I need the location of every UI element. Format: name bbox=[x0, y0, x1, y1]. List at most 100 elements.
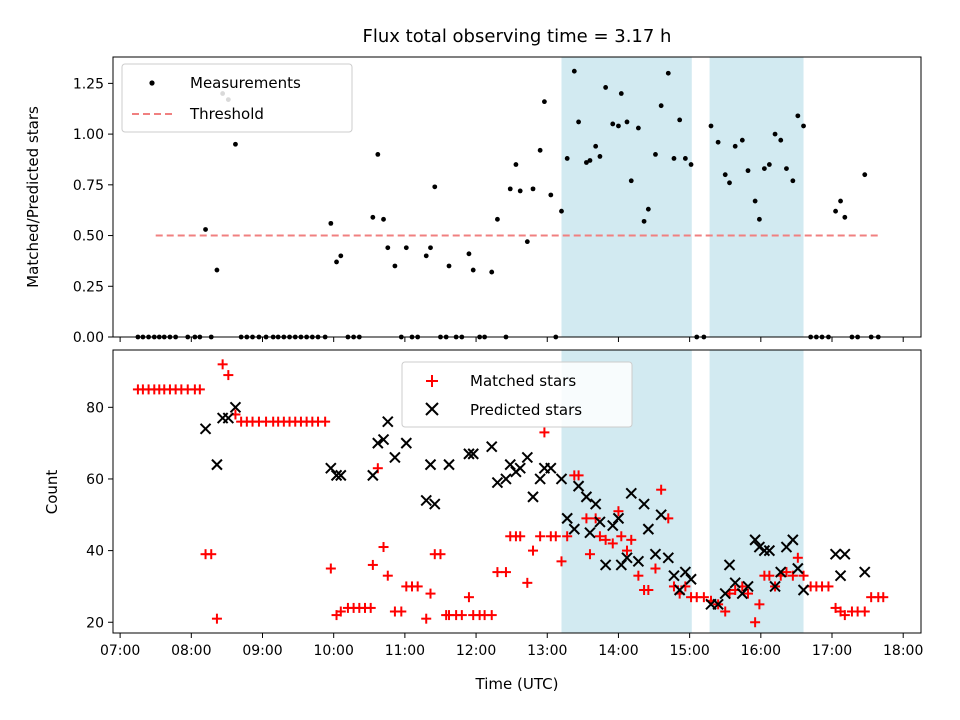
top-y-tick-label: 0.75 bbox=[73, 178, 104, 194]
measurement-point bbox=[784, 166, 789, 171]
measurement-point bbox=[682, 156, 688, 161]
measurement-point bbox=[370, 214, 376, 220]
measurement-point bbox=[628, 178, 634, 184]
measurement-point bbox=[772, 131, 778, 137]
predicted-stars-point bbox=[568, 523, 581, 535]
matched-stars-point bbox=[798, 570, 809, 581]
bottom-x-tick-label: 18:00 bbox=[883, 643, 923, 659]
predicted-stars-point bbox=[527, 491, 539, 503]
matched-stars-point bbox=[750, 617, 761, 628]
bottom-x-tick-label: 17:00 bbox=[812, 643, 852, 659]
measurement-point bbox=[842, 214, 848, 220]
predicted-stars-point bbox=[424, 458, 437, 471]
predicted-stars-point bbox=[555, 473, 568, 485]
legend-matched-stars-label: Matched stars bbox=[470, 372, 576, 390]
legend-measurements-label: Measurements bbox=[190, 74, 301, 92]
measurement-point bbox=[548, 192, 554, 198]
matched-stars-point bbox=[456, 610, 467, 621]
matched-stars-point bbox=[425, 588, 436, 599]
measurement-point bbox=[635, 125, 641, 131]
predicted-stars-point bbox=[372, 437, 384, 449]
top-y-axis: 0.00 0.25 0.50 0.75 1.00 1.25 bbox=[73, 76, 113, 346]
predicted-stars-point bbox=[612, 512, 625, 525]
bottom-y-tick-label: 20 bbox=[86, 615, 104, 631]
matched-stars-point bbox=[492, 567, 503, 578]
matched-stars-point bbox=[412, 581, 423, 592]
measurement-point bbox=[658, 103, 664, 109]
measurement-point bbox=[587, 158, 593, 163]
bottom-x-tick-label: 08:00 bbox=[171, 643, 211, 659]
matched-stars-point bbox=[754, 599, 765, 610]
top-shaded-window-1 bbox=[709, 57, 804, 337]
matched-stars-point bbox=[435, 549, 446, 560]
predicted-stars-point bbox=[792, 562, 804, 575]
predicted-stars-point bbox=[382, 415, 394, 428]
matched-stars-point bbox=[878, 592, 889, 603]
measurement-point bbox=[688, 162, 694, 167]
matched-stars-point bbox=[764, 570, 775, 581]
bottom-x-tick-label: 14:00 bbox=[598, 643, 638, 659]
matched-stars-point bbox=[486, 610, 497, 621]
matched-stars-point bbox=[515, 531, 526, 542]
predicted-stars-point bbox=[325, 462, 337, 474]
measurement-point bbox=[761, 166, 767, 171]
predicted-stars-point bbox=[521, 451, 534, 464]
matched-stars-point bbox=[335, 606, 346, 617]
predicted-stars-point bbox=[632, 555, 645, 568]
predicted-stars-point bbox=[621, 552, 633, 564]
predicted-stars-point bbox=[504, 458, 516, 471]
matched-stars-point bbox=[594, 531, 605, 542]
bottom-y-tick-label: 80 bbox=[86, 400, 104, 416]
predicted-stars-point bbox=[834, 569, 847, 582]
predicted-stars-point bbox=[662, 552, 674, 564]
predicted-stars-point bbox=[534, 473, 546, 485]
measurement-point bbox=[385, 245, 391, 251]
measurement-point bbox=[677, 117, 683, 123]
measurement-point bbox=[513, 162, 519, 167]
top-y-tick-label: 0.50 bbox=[73, 229, 104, 245]
matched-stars-point bbox=[656, 484, 667, 495]
measurement-point bbox=[571, 68, 577, 74]
bottom-x-tick-label: 09:00 bbox=[242, 643, 282, 659]
bottom-legend-box bbox=[401, 361, 633, 428]
chart-title: Flux total observing time = 3.17 h bbox=[363, 26, 672, 47]
matched-stars-point bbox=[550, 531, 561, 542]
matched-stars-point bbox=[781, 567, 792, 578]
measurement-point bbox=[542, 99, 547, 105]
measurement-point bbox=[466, 251, 472, 257]
predicted-stars-point bbox=[615, 559, 627, 571]
legend-predicted-stars-label: Predicted stars bbox=[470, 401, 582, 419]
top-legend: Measurements Threshold bbox=[121, 63, 353, 133]
bottom-x-tick-label: 11:00 bbox=[385, 643, 425, 659]
top-y-tick-label: 0.00 bbox=[73, 330, 104, 346]
measurement-point bbox=[381, 216, 386, 222]
bottom-legend: Matched stars Predicted stars bbox=[401, 361, 633, 428]
measurement-point bbox=[470, 267, 476, 273]
matched-stars-point bbox=[720, 606, 731, 617]
matched-stars-point bbox=[217, 359, 228, 370]
top-y-axis-label: Matched/Predicted stars bbox=[24, 106, 42, 288]
measurement-point bbox=[559, 208, 564, 214]
predicted-stars-point bbox=[330, 469, 343, 482]
measurement-point bbox=[203, 227, 208, 232]
measurement-point bbox=[603, 85, 609, 90]
measurement-point bbox=[507, 186, 513, 192]
measurement-point bbox=[715, 139, 721, 145]
matched-stars-point bbox=[650, 563, 661, 574]
matched-stars-point bbox=[839, 610, 850, 621]
predicted-stars-point bbox=[589, 498, 602, 510]
bottom-x-tick-label: 15:00 bbox=[669, 643, 709, 659]
measurement-point bbox=[446, 263, 452, 269]
bottom-count-series bbox=[132, 359, 889, 628]
measurement-point bbox=[801, 123, 806, 129]
predicted-stars-point bbox=[377, 433, 390, 446]
predicted-stars-point bbox=[491, 476, 504, 489]
matched-stars-point bbox=[463, 592, 474, 603]
matched-stars-point bbox=[382, 570, 393, 581]
measurement-point bbox=[838, 198, 843, 204]
predicted-stars-point bbox=[335, 469, 347, 482]
bottom-x-tick-label: 10:00 bbox=[314, 643, 354, 659]
bottom-y-tick-label: 40 bbox=[86, 544, 104, 560]
top-y-tick-label: 0.25 bbox=[73, 279, 104, 295]
measurement-point bbox=[671, 156, 677, 161]
